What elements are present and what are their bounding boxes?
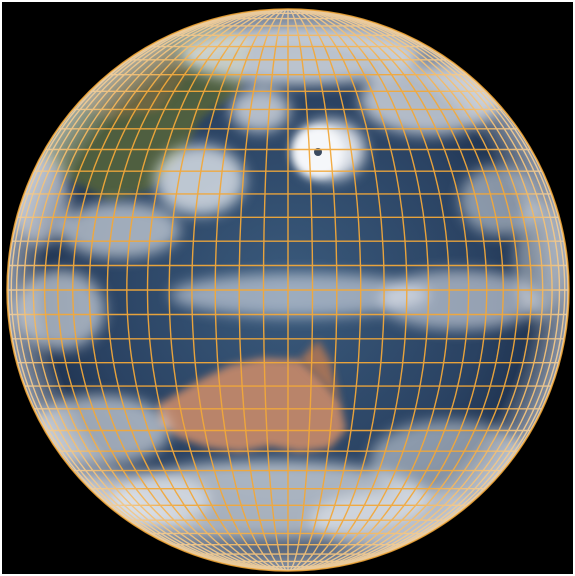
disc-outline (6, 8, 570, 572)
atmosphere-limb (7, 9, 569, 571)
earth-disc (7, 9, 569, 571)
